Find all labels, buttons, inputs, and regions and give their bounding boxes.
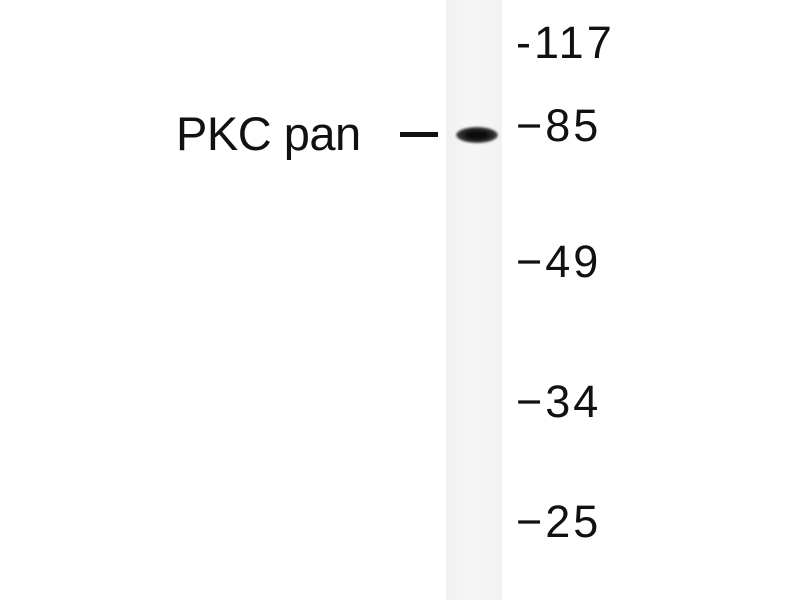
protein-band	[456, 127, 498, 143]
marker-117: -117	[516, 17, 615, 68]
marker-34: −34	[516, 376, 602, 427]
marker-25: −25	[516, 496, 602, 547]
marker-49: −49	[516, 236, 602, 287]
band-label: PKC pan	[176, 107, 361, 160]
blot-lane	[446, 0, 502, 600]
band-label-dash	[400, 132, 438, 137]
marker-85: −85	[516, 100, 602, 151]
